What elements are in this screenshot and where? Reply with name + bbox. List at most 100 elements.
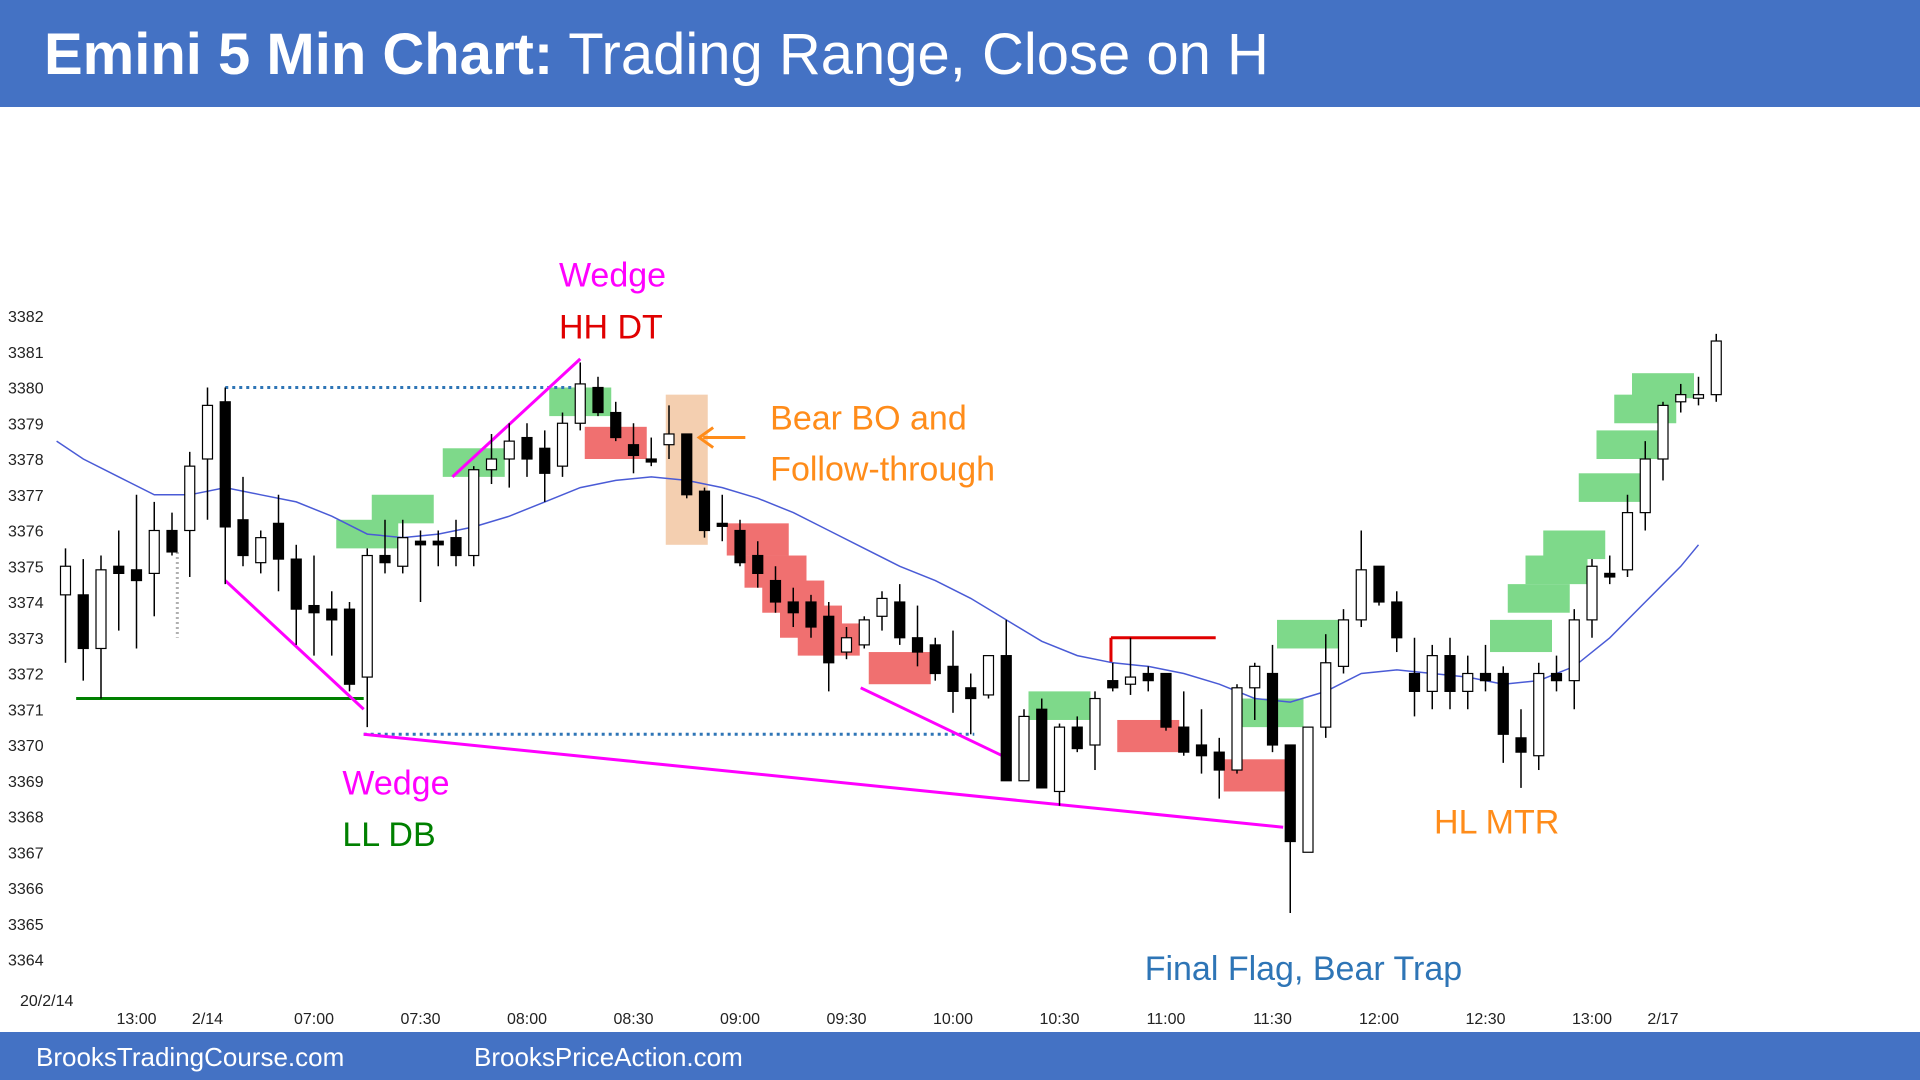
y-tick-label: 3376 bbox=[8, 524, 44, 541]
bear-candle-body bbox=[1497, 672, 1509, 735]
candle bbox=[1320, 634, 1332, 738]
candle bbox=[894, 584, 906, 645]
chart-title-subtitle: Trading Range, Close on H bbox=[553, 22, 1269, 87]
annotation-label: HH DT bbox=[559, 308, 663, 346]
candle bbox=[823, 602, 835, 692]
bear-candle-body bbox=[1408, 672, 1421, 692]
bear-candle-body bbox=[414, 540, 427, 546]
bull-candle-body bbox=[556, 422, 569, 467]
bear-candle-body bbox=[521, 436, 533, 460]
bear-candle-body bbox=[681, 433, 693, 496]
annotations: Wedge HH DT Bear BO and Follow-through Wedge… bbox=[342, 257, 1559, 989]
footer-banner: BrooksTradingCourse.com BrooksPriceActio… bbox=[0, 1032, 1920, 1080]
x-tick-label: 09:30 bbox=[826, 1011, 866, 1028]
candle bbox=[485, 433, 498, 485]
bull-candle-body bbox=[1533, 672, 1545, 757]
candle bbox=[1142, 666, 1154, 692]
x-tick-label: 11:30 bbox=[1253, 1011, 1292, 1028]
candle bbox=[556, 412, 569, 477]
bull-bar-highlight bbox=[1578, 473, 1641, 502]
candle bbox=[539, 430, 551, 502]
arrow-head bbox=[696, 426, 715, 449]
candle bbox=[982, 655, 995, 699]
bull-candle-body bbox=[1337, 619, 1350, 667]
bear-candle-body bbox=[1142, 672, 1154, 682]
candle bbox=[1391, 591, 1403, 653]
bull-bar-highlight bbox=[1277, 619, 1339, 649]
candle bbox=[592, 376, 604, 417]
bear-candle-body bbox=[130, 569, 143, 582]
candle bbox=[965, 673, 977, 735]
y-tick-label: 3370 bbox=[8, 738, 44, 755]
bear-candle-body bbox=[237, 519, 249, 557]
bear-candle-body bbox=[290, 558, 302, 610]
candle bbox=[255, 530, 267, 574]
wedge-top-line bbox=[451, 357, 582, 478]
candle bbox=[1639, 441, 1651, 531]
ema-line bbox=[56, 440, 1700, 703]
bull-candle-body bbox=[1089, 697, 1101, 746]
wedge-bottom-line bbox=[224, 579, 365, 711]
x-tick-label: 09:00 bbox=[720, 1011, 760, 1028]
bear-candle-body bbox=[823, 615, 835, 664]
candle bbox=[343, 602, 356, 692]
ema-layer bbox=[56, 440, 1700, 703]
bull-candle-body bbox=[59, 565, 72, 596]
bear-candle-body bbox=[1195, 744, 1208, 757]
candle bbox=[113, 530, 125, 631]
bull-candle-body bbox=[1462, 672, 1474, 692]
bear-candle-body bbox=[1036, 708, 1048, 789]
bear-candle-body bbox=[1266, 672, 1279, 746]
bull-candle-body bbox=[95, 569, 107, 650]
annotation-label: LL DB bbox=[342, 816, 435, 854]
bear-candle-body bbox=[432, 540, 444, 546]
candle bbox=[1000, 619, 1012, 782]
bear-candle-body bbox=[1160, 672, 1172, 728]
bear-candle-body bbox=[1550, 672, 1563, 682]
x-tick-label: 12:00 bbox=[1359, 1011, 1399, 1028]
footer-link-brookspriceaction[interactable]: BrooksPriceAction.com bbox=[474, 1042, 743, 1072]
candle bbox=[95, 555, 107, 699]
x-tick-label: 2/17 bbox=[1647, 1011, 1678, 1028]
y-tick-label: 3375 bbox=[8, 559, 44, 576]
x-tick-label: 12:30 bbox=[1465, 1011, 1505, 1028]
candle bbox=[947, 630, 959, 713]
bull-candle-body bbox=[1053, 726, 1066, 793]
bull-candle-body bbox=[503, 440, 515, 460]
bear-candle-body bbox=[698, 490, 711, 532]
candle bbox=[752, 541, 764, 588]
candle bbox=[1692, 376, 1705, 406]
y-tick-label: 3377 bbox=[8, 488, 44, 505]
annotation-lines bbox=[76, 357, 1284, 829]
bull-candle-body bbox=[361, 554, 373, 678]
chart-title-bold: Emini 5 Min Chart: bbox=[44, 22, 554, 87]
candle bbox=[77, 559, 89, 681]
candle bbox=[787, 587, 799, 628]
bear-candle-body bbox=[1213, 751, 1225, 771]
bear-candle-body bbox=[1373, 565, 1385, 603]
bear-candle-body bbox=[77, 594, 89, 650]
candle bbox=[1284, 744, 1296, 914]
footer-link-brookstradingcourse[interactable]: BrooksTradingCourse.com bbox=[36, 1042, 345, 1072]
bull-candle-body bbox=[1320, 662, 1332, 728]
bear-candle-body bbox=[219, 401, 231, 528]
bull-candle-body bbox=[1710, 340, 1722, 396]
bull-bar-highlight bbox=[1490, 619, 1552, 653]
bear-candle-body bbox=[1178, 726, 1190, 753]
x-tick-label: 08:00 bbox=[507, 1011, 547, 1028]
candle bbox=[1355, 530, 1367, 628]
candle bbox=[503, 423, 515, 488]
candle bbox=[840, 627, 853, 660]
candle bbox=[1675, 383, 1687, 413]
bull-candle-body bbox=[201, 404, 214, 460]
bear-candle-body bbox=[947, 665, 959, 692]
candle bbox=[184, 451, 196, 577]
candles bbox=[59, 333, 1722, 914]
candle bbox=[1053, 723, 1066, 806]
candle bbox=[432, 530, 444, 567]
candle bbox=[1550, 655, 1563, 692]
y-tick-label: 3374 bbox=[8, 595, 44, 612]
bull-candle-body bbox=[663, 433, 675, 446]
bull-candle-body bbox=[1675, 394, 1687, 403]
candle bbox=[805, 594, 817, 638]
